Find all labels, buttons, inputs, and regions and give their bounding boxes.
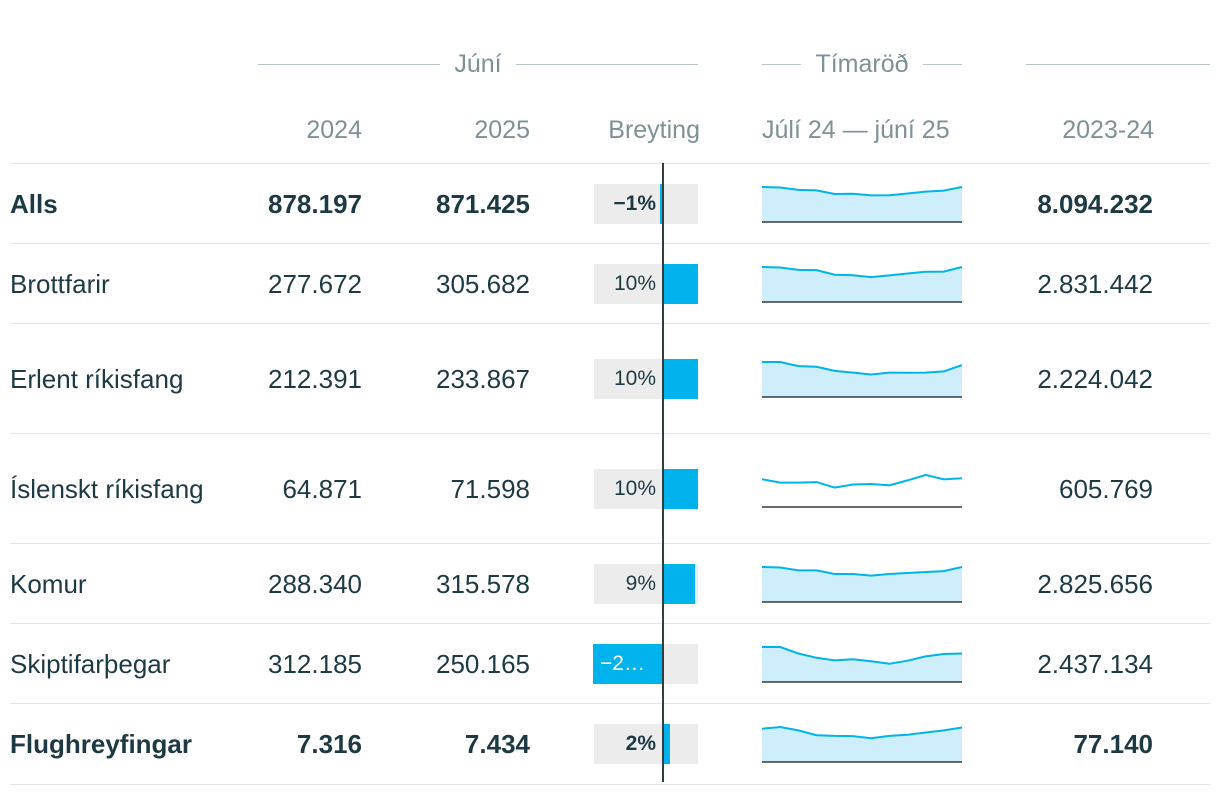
group-header-total <box>1026 46 1210 82</box>
value-2024: 64.871 <box>210 434 362 544</box>
table-row: Komur 288.340 315.578 9% 2.825.656 <box>10 543 1210 624</box>
change-bar: 10% <box>594 434 698 544</box>
value-total: 2.224.042 <box>1000 324 1153 434</box>
table-row: Íslenskt ríkisfang 64.871 71.598 10% 605.769 <box>10 433 1210 544</box>
row-label: Alls <box>10 164 210 244</box>
value-2024: 277.672 <box>210 244 362 324</box>
table-row: Erlent ríkisfang 212.391 233.867 10% 2.224.0… <box>10 323 1210 434</box>
value-2025: 71.598 <box>380 434 530 544</box>
value-2024: 312.185 <box>210 624 362 704</box>
group-header-series: Tímaröð <box>762 46 962 82</box>
sparkline-line <box>762 475 962 488</box>
value-2025: 250.165 <box>380 624 530 704</box>
sparkline <box>762 185 962 223</box>
sparkline-area <box>762 362 962 397</box>
value-total: 77.140 <box>1000 704 1153 784</box>
change-bar-fill <box>663 564 695 604</box>
row-label: Skiptifarþegar <box>10 624 210 704</box>
sparkline <box>762 470 962 508</box>
value-2024: 288.340 <box>210 544 362 624</box>
change-bar: 9% <box>594 544 698 624</box>
group-label-series: Tímaröð <box>801 50 922 79</box>
table-row: Flughreyfingar 7.316 7.434 2% 77.140 <box>10 703 1210 785</box>
column-header-series: Júlí 24 — júní 25 <box>762 112 982 148</box>
divider <box>762 64 801 65</box>
divider <box>1026 64 1210 65</box>
column-header-change: Breyting <box>560 112 700 148</box>
change-label: 10% <box>614 359 656 399</box>
row-label: Brottfarir <box>10 244 210 324</box>
value-2024: 7.316 <box>210 704 362 784</box>
change-label: 10% <box>614 469 656 509</box>
divider <box>258 64 440 65</box>
divider <box>516 64 698 65</box>
change-bar-fill <box>663 469 698 509</box>
group-label-june: Júní <box>440 50 515 79</box>
change-bar-fill <box>663 264 698 304</box>
change-bar-fill <box>663 359 698 399</box>
row-label: Íslenskt ríkisfang <box>10 434 210 544</box>
sparkline-area <box>762 187 962 222</box>
value-total: 2.825.656 <box>1000 544 1153 624</box>
sparkline <box>762 565 962 603</box>
change-label: 2% <box>626 724 656 764</box>
column-header-2025: 2025 <box>380 112 530 148</box>
change-bar: 2% <box>594 704 698 784</box>
column-header-2024: 2024 <box>220 112 362 148</box>
value-total: 2.831.442 <box>1000 244 1153 324</box>
table-row: Skiptifarþegar 312.185 250.165 −2… 2.437.134 <box>10 623 1210 704</box>
column-header-total: 2023-24 <box>1000 112 1154 148</box>
row-label: Erlent ríkisfang <box>10 324 210 434</box>
table-row: Alls 878.197 871.425 −1% 8.094.232 <box>10 163 1210 244</box>
change-bar: 10% <box>594 244 698 324</box>
change-bar: 10% <box>594 324 698 434</box>
change-label: −1% <box>613 184 656 224</box>
bar-zero-line <box>662 163 664 782</box>
sparkline <box>762 645 962 683</box>
value-2025: 233.867 <box>380 324 530 434</box>
divider <box>923 64 962 65</box>
change-label: −2… <box>600 644 645 684</box>
sparkline <box>762 725 962 763</box>
value-2025: 305.682 <box>380 244 530 324</box>
value-2024: 212.391 <box>210 324 362 434</box>
change-bar-fill <box>663 724 670 764</box>
change-bar: −1% <box>594 164 698 244</box>
value-total: 2.437.134 <box>1000 624 1153 704</box>
row-label: Flughreyfingar <box>10 704 210 784</box>
change-label: 10% <box>614 264 656 304</box>
value-2024: 878.197 <box>210 164 362 244</box>
row-label: Komur <box>10 544 210 624</box>
value-2025: 7.434 <box>380 704 530 784</box>
change-label: 9% <box>626 564 656 604</box>
sparkline <box>762 360 962 398</box>
table-row: Brottfarir 277.672 305.682 10% 2.831.442 <box>10 243 1210 324</box>
change-bar: −2… <box>594 624 698 704</box>
value-total: 605.769 <box>1000 434 1153 544</box>
group-header-june: Júní <box>258 46 698 82</box>
value-2025: 315.578 <box>380 544 530 624</box>
value-2025: 871.425 <box>380 164 530 244</box>
sparkline <box>762 265 962 303</box>
value-total: 8.094.232 <box>1000 164 1153 244</box>
